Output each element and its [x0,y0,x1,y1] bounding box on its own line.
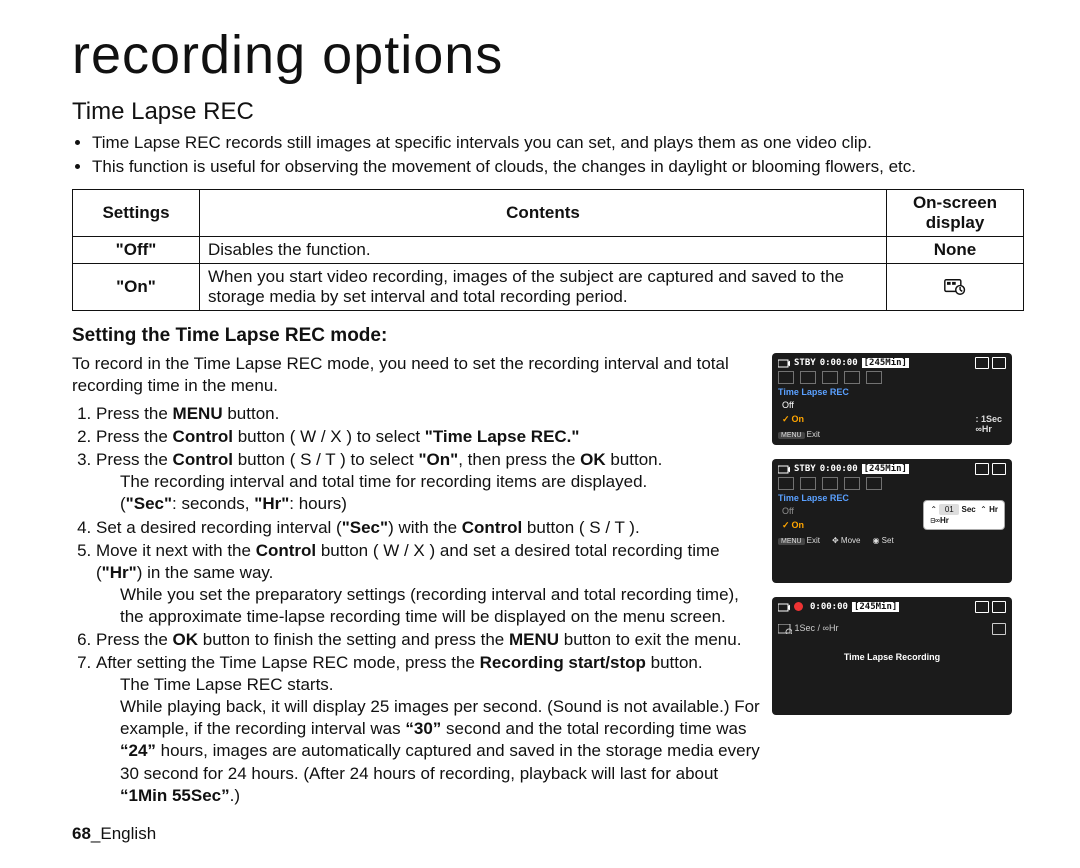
td-display-on [887,263,1024,310]
timelapse-icon [778,624,792,634]
time-label: 0:00:00 [820,358,858,368]
steps-list: Press the MENU button. Press the Control… [72,403,762,807]
rec-dot-icon [794,602,803,611]
card-icon [975,601,989,613]
step-5: Move it next with the Control button ( W… [96,540,762,628]
time-label: 0:00:00 [820,464,858,474]
camera-icon [778,602,790,612]
interval-line: 1Sec / ∞Hr [778,623,1006,634]
interval-popup: ⌃ 01 Sec ⌃ Hr ⊟∞Hr [924,501,1004,529]
td-contents-on: When you start video recording, images o… [200,263,887,310]
battery-icon [992,463,1006,475]
battery-icon [992,357,1006,369]
bullet-item: This function is useful for observing th… [92,156,1024,179]
menu-title: Time Lapse REC [778,387,1006,397]
page-number: 68_English [72,824,156,844]
duration-label: [245Min] [852,602,899,612]
card-icon [975,463,989,475]
duration-label: [245Min] [862,464,909,474]
timelapse-icon [944,279,966,295]
time-label: 0:00:00 [810,602,848,612]
bullet-item: Time Lapse REC records still images at s… [92,132,1024,155]
intro-text: To record in the Time Lapse REC mode, yo… [72,353,762,397]
th-display: On-screen display [887,189,1024,236]
step-6: Press the OK button to finish the settin… [96,629,762,651]
intro-bullets: Time Lapse REC records still images at s… [72,132,1024,179]
chapter-title: recording options [72,24,1024,86]
step-7: After setting the Time Lapse REC mode, p… [96,652,762,807]
step-3-sub1: The recording interval and total time fo… [96,471,762,493]
step-7-sub2: While playing back, it will display 25 i… [96,696,762,806]
th-contents: Contents [200,189,887,236]
section-title: Time Lapse REC [72,98,1024,126]
td-setting-off: "Off" [73,236,200,263]
camera-screen-1: STBY 0:00:00 [245Min] Time Lapse REC Off… [772,353,1012,445]
step-3-sub2: ("Sec": seconds, "Hr": hours) [96,493,762,515]
td-contents-off: Disables the function. [200,236,887,263]
step-4: Set a desired recording interval ("Sec")… [96,517,762,539]
battery-icon [992,601,1006,613]
th-settings: Settings [73,189,200,236]
card-icon [975,357,989,369]
duration-label: [245Min] [862,358,909,368]
step-7-sub1: The Time Lapse REC starts. [96,674,762,696]
mode-icon [992,623,1006,635]
step-3: Press the Control button ( S / T ) to se… [96,449,762,515]
stby-label: STBY [794,464,816,474]
stby-label: STBY [794,358,816,368]
menu-item-on: ✓On: 1Sec∞Hr [778,413,1006,426]
camera-screen-3: 0:00:00 [245Min] 1Sec / ∞Hr Time Lapse R… [772,597,1012,715]
camera-icon [778,358,790,368]
subheading: Setting the Time Lapse REC mode: [72,325,1024,347]
step-5-sub: While you set the preparatory settings (… [96,584,762,628]
td-setting-on: "On" [73,263,200,310]
camera-screen-2: STBY 0:00:00 [245Min] Time Lapse REC Off… [772,459,1012,583]
menu-item-off: Off [778,399,1006,411]
step-1: Press the MENU button. [96,403,762,425]
camera-icon [778,464,790,474]
step-2: Press the Control button ( W / X ) to se… [96,426,762,448]
rec-banner: Time Lapse Recording [778,652,1006,662]
settings-table: Settings Contents On-screen display "Off… [72,189,1024,311]
td-display-off: None [887,236,1024,263]
